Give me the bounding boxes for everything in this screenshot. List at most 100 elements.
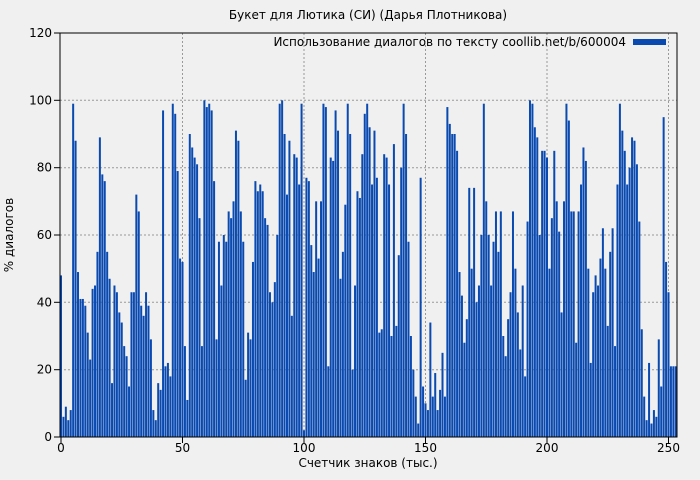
bar (373, 130, 376, 437)
bar (426, 410, 429, 437)
bar (118, 312, 121, 437)
bar (293, 154, 296, 437)
bar (120, 322, 123, 437)
bar (210, 110, 213, 438)
bar (125, 356, 128, 437)
bar (147, 305, 150, 437)
bar (507, 319, 510, 437)
bar (174, 113, 177, 438)
bar (643, 396, 646, 437)
bar (278, 103, 281, 437)
bar (390, 336, 393, 437)
bar (594, 275, 597, 437)
bar (468, 187, 471, 437)
bar (597, 285, 600, 437)
bar (351, 369, 354, 437)
bar (72, 103, 75, 437)
bar (614, 346, 617, 437)
bar (477, 285, 480, 437)
bar (191, 147, 194, 437)
bar (232, 201, 235, 437)
bar (453, 134, 456, 437)
bar (528, 100, 531, 437)
bar (584, 160, 587, 437)
bar (261, 191, 264, 437)
bar (563, 201, 566, 437)
bar (159, 389, 162, 437)
bar (67, 420, 70, 437)
bar (606, 325, 609, 437)
bar (86, 332, 89, 437)
bar (266, 224, 269, 437)
bar (337, 130, 340, 437)
bar (601, 228, 604, 437)
bar (164, 366, 167, 437)
bar (567, 120, 570, 437)
bar (492, 241, 495, 437)
bar (256, 191, 259, 437)
bar (487, 235, 490, 437)
bar (234, 130, 237, 437)
bar (473, 187, 476, 437)
bar (424, 403, 427, 437)
bar (669, 366, 672, 437)
bar (249, 339, 252, 437)
bar (672, 366, 675, 437)
bar (98, 137, 101, 437)
bar (465, 319, 468, 437)
bar (482, 103, 485, 437)
bar (363, 113, 366, 438)
bar (662, 117, 665, 438)
bar (407, 241, 410, 437)
bar (521, 285, 524, 437)
y-tick-label: 0 (44, 430, 52, 444)
bar (169, 376, 172, 437)
bar (157, 383, 160, 437)
bar (358, 197, 361, 437)
bar (587, 268, 590, 437)
x-tick-label: 50 (175, 441, 190, 455)
bar (181, 261, 184, 437)
bar (264, 218, 267, 437)
bar (536, 137, 539, 437)
bar (541, 150, 544, 437)
bar (188, 134, 191, 437)
y-tick-label: 100 (29, 93, 52, 107)
bar (312, 272, 315, 437)
bar (271, 302, 274, 437)
bar (546, 157, 548, 437)
bar (166, 362, 169, 437)
bar (599, 258, 602, 437)
axis-ticks (54, 32, 669, 443)
bar (142, 315, 145, 437)
legend-swatch (633, 38, 666, 45)
bar (572, 211, 575, 437)
bar (227, 211, 230, 437)
bar (186, 399, 189, 437)
bar (485, 201, 488, 437)
bar (621, 130, 624, 437)
bar (215, 339, 218, 437)
bar (239, 211, 242, 437)
bar (285, 194, 288, 437)
bar (422, 386, 425, 437)
bar (130, 292, 133, 437)
bar (543, 150, 546, 437)
bar (198, 218, 201, 437)
bar (443, 396, 446, 437)
bar (132, 292, 135, 437)
bar (494, 211, 497, 437)
bar (220, 285, 223, 437)
bar (327, 366, 330, 437)
bar (115, 292, 118, 437)
bar (412, 369, 415, 437)
bar (145, 292, 148, 437)
bar (225, 241, 228, 437)
bar (575, 342, 578, 437)
bar (638, 221, 641, 437)
bar (395, 325, 398, 437)
bar (380, 329, 383, 437)
bar (524, 376, 527, 437)
bar (589, 362, 592, 437)
